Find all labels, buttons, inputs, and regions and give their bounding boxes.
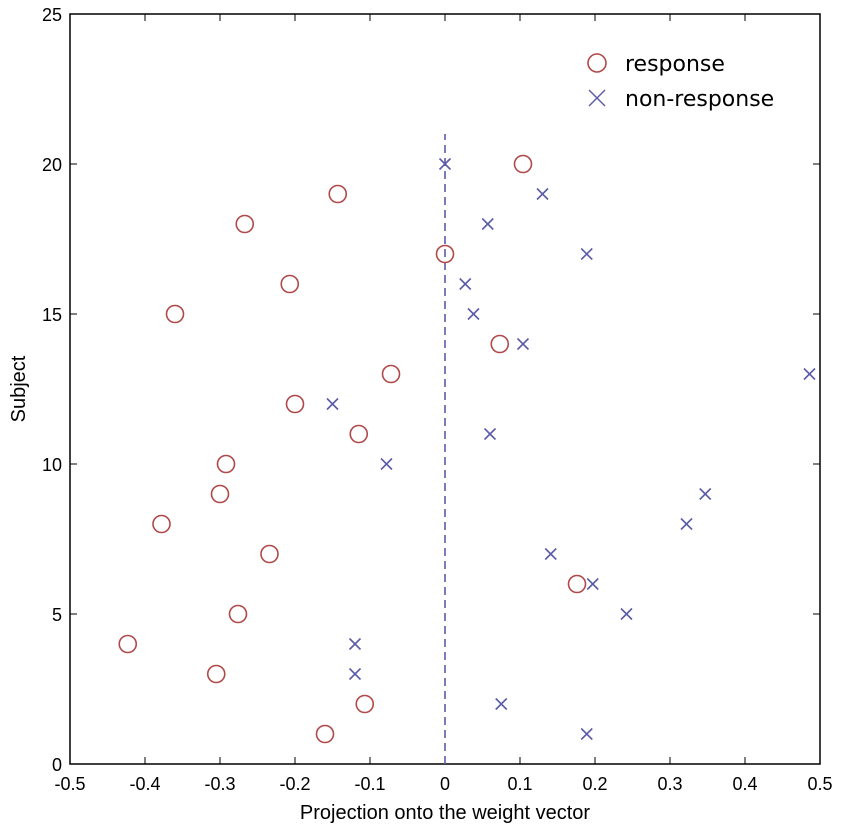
x-tick-label: 0.4 [732,774,757,794]
y-axis-ticks: 0 5 10 15 20 25 [42,5,820,775]
non-response-point [495,697,508,711]
non-response-point [544,547,557,561]
non-response-point [348,637,362,651]
response-point [228,604,248,624]
non-response-point [620,607,633,621]
response-point [328,184,348,204]
y-tick-label: 15 [42,305,62,325]
non-response-point [348,667,362,681]
legend: response non-response [587,52,774,112]
response-point [165,304,185,324]
response-point [235,214,255,234]
response-point [210,484,230,504]
response-point [260,544,279,564]
legend-label-non-response: non-response [625,87,774,112]
x-tick-label: -0.5 [54,774,85,794]
non-response-point [680,517,693,531]
y-tick-label: 5 [52,605,62,625]
x-tick-label: 0.2 [582,774,607,794]
legend-marker-response [587,53,607,73]
non-response-point [438,157,452,171]
x-tick-label: -0.1 [354,774,385,794]
response-point [567,574,587,594]
x-tick-label: 0.3 [657,774,682,794]
non-response-point [483,427,497,441]
y-tick-label: 0 [52,755,62,775]
x-axis-title: Projection onto the weight vector [300,802,591,824]
non-response-point [326,397,339,411]
non-response-point [699,487,712,501]
legend-marker-non-response [588,89,606,107]
non-response-point [803,367,816,381]
response-point [381,364,401,384]
x-axis-ticks: -0.5 -0.4 -0.3 -0.2 -0.1 0 0.1 0.2 0.3 0.4 0.5 [54,14,833,794]
response-point [152,514,171,534]
response-point [513,154,533,174]
y-tick-label: 10 [42,455,62,475]
non-response-point [580,727,593,741]
non-response-point [380,457,393,471]
non-response-point [467,307,480,321]
response-point [206,664,226,684]
non-response-point [516,337,530,351]
response-point [355,694,375,714]
non-response-point [459,277,472,291]
x-tick-label: 0 [440,774,450,794]
y-tick-label: 20 [42,155,62,175]
response-point [118,634,138,654]
response-point [349,424,369,444]
response-point [490,334,510,354]
x-tick-label: 0.5 [807,774,832,794]
plot-frame [69,13,821,765]
x-tick-label: -0.3 [204,774,235,794]
response-point [216,454,236,474]
non-response-point [586,577,599,591]
non-response-point [536,187,549,201]
legend-label-response: response [625,52,725,77]
non-response-point [580,247,593,261]
y-tick-label: 25 [42,5,62,25]
response-point [315,724,335,744]
non-response-point [481,217,494,231]
response-point [435,244,455,264]
response-point [285,394,305,414]
x-tick-label: 0.1 [507,774,532,794]
x-tick-label: -0.2 [279,774,310,794]
x-tick-label: -0.4 [129,774,160,794]
data-points [118,154,816,744]
y-axis-title: Subject [8,355,30,422]
response-point [280,274,300,294]
